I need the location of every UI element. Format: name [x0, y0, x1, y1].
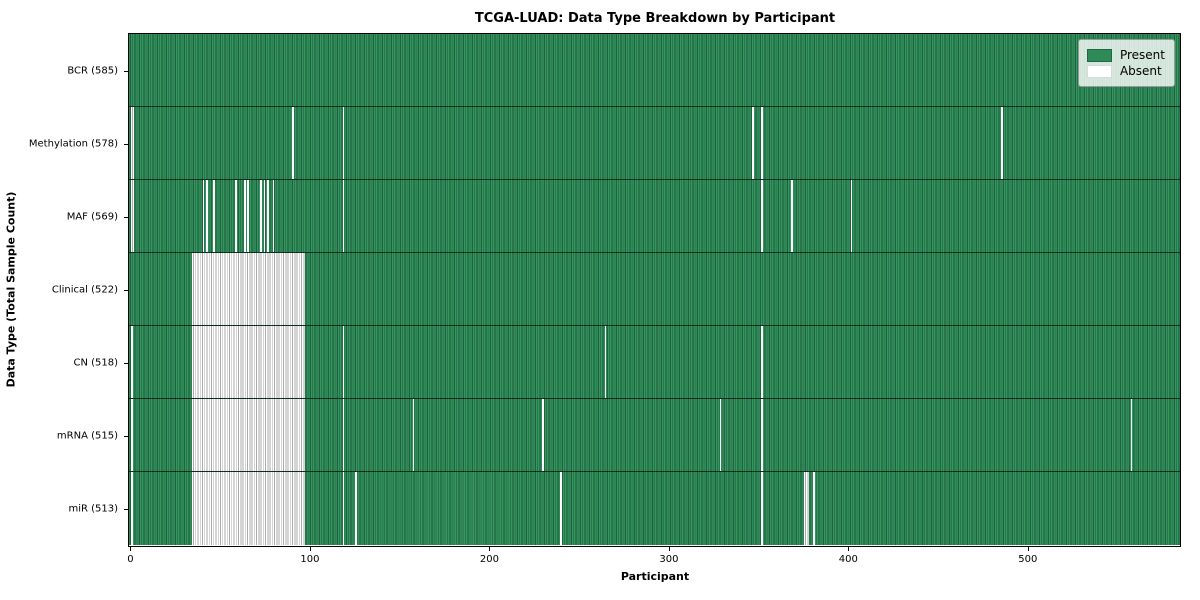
absent-stripe — [355, 472, 357, 545]
absent-stripe — [803, 472, 810, 545]
absent-stripe — [760, 180, 763, 252]
heatmap-row-mrna — [129, 399, 1180, 472]
heatmap-rows — [129, 34, 1180, 545]
y-tick-mark — [124, 290, 128, 291]
y-tick-mark — [124, 217, 128, 218]
absent-stripe — [850, 180, 853, 252]
y-tick-mark — [124, 71, 128, 72]
absent-stripe — [272, 180, 275, 252]
absent-stripe — [760, 107, 763, 179]
absent-stripe — [292, 107, 295, 179]
absent-stripe — [267, 180, 269, 252]
absent-stripe — [812, 472, 815, 545]
heatmap-row-mir — [129, 472, 1180, 545]
y-tick-mark — [124, 363, 128, 364]
absent-stripe — [202, 180, 205, 252]
absent-stripe — [1001, 107, 1004, 179]
absent-stripe — [247, 180, 250, 252]
absent-stripe — [234, 180, 237, 252]
heatmap-row-clinical — [129, 253, 1180, 326]
absent-stripe — [342, 107, 345, 179]
absent-stripe — [342, 326, 345, 398]
absent-stripe — [130, 180, 135, 252]
absent-stripe — [263, 180, 266, 252]
legend-label-present: Present — [1119, 48, 1165, 62]
x-tick-label-500: 500 — [1018, 554, 1038, 565]
present-swatch-icon — [1086, 48, 1112, 62]
y-tick-mark — [124, 509, 128, 510]
x-tick-mark — [309, 547, 311, 551]
x-axis-label: Participant — [620, 570, 690, 583]
x-tick-mark — [130, 547, 132, 551]
legend: Present Absent — [1077, 39, 1175, 87]
x-tick-mark — [848, 547, 850, 551]
y-tick-label-methylation: Methylation (578) — [28, 138, 118, 150]
heatmap-row-methylation — [129, 107, 1180, 180]
y-tick-mark — [124, 144, 128, 145]
absent-stripe — [760, 326, 763, 398]
absent-stripe — [604, 326, 607, 398]
absent-stripe — [342, 472, 345, 545]
absent-stripe — [191, 326, 305, 398]
absent-stripe — [191, 472, 305, 545]
absent-swatch-icon — [1086, 64, 1112, 78]
absent-stripe — [412, 399, 415, 471]
absent-stripe — [191, 253, 305, 325]
y-tick-label-clinical: Clinical (522) — [51, 284, 118, 296]
absent-stripe — [559, 472, 562, 545]
x-tick-mark — [668, 547, 670, 551]
x-tick-label-0: 0 — [127, 554, 134, 565]
absent-stripe — [751, 107, 754, 179]
legend-entry-present: Present — [1086, 48, 1165, 62]
absent-stripe — [541, 399, 544, 471]
absent-stripe — [760, 399, 763, 471]
y-tick-label-mrna: mRNA (515) — [56, 430, 118, 442]
heatmap-row-maf — [129, 180, 1180, 253]
absent-stripe — [130, 326, 133, 398]
legend-label-absent: Absent — [1119, 64, 1162, 78]
y-tick-label-maf: MAF (569) — [66, 211, 118, 223]
y-tick-label-bcr: BCR (585) — [67, 65, 118, 77]
x-tick-label-400: 400 — [838, 554, 858, 565]
absent-stripe — [213, 180, 216, 252]
absent-stripe — [243, 180, 246, 252]
x-tick-label-100: 100 — [300, 554, 320, 565]
legend-entry-absent: Absent — [1086, 64, 1165, 78]
x-tick-label-200: 200 — [479, 554, 499, 565]
absent-stripe — [719, 399, 722, 471]
absent-stripe — [130, 107, 135, 179]
absent-stripe — [791, 180, 794, 252]
absent-stripe — [1130, 399, 1133, 471]
absent-stripe — [342, 399, 345, 471]
absent-stripe — [206, 180, 208, 252]
x-tick-mark — [489, 547, 491, 551]
absent-stripe — [191, 399, 305, 471]
y-tick-label-cn: CN (518) — [73, 357, 118, 369]
absent-stripe — [130, 399, 133, 471]
absent-stripe — [260, 180, 262, 252]
chart-title: TCGA-LUAD: Data Type Breakdown by Partic… — [474, 11, 836, 26]
y-tick-label-mir: miR (513) — [68, 503, 118, 515]
y-tick-mark — [124, 436, 128, 437]
absent-stripe — [130, 472, 133, 545]
heatmap-plot-area: Present Absent — [128, 33, 1181, 547]
x-tick-label-300: 300 — [659, 554, 679, 565]
absent-stripe — [342, 180, 345, 252]
absent-stripe — [760, 472, 763, 545]
heatmap-row-cn — [129, 326, 1180, 399]
heatmap-row-bcr — [129, 34, 1180, 107]
x-tick-mark — [1027, 547, 1029, 551]
